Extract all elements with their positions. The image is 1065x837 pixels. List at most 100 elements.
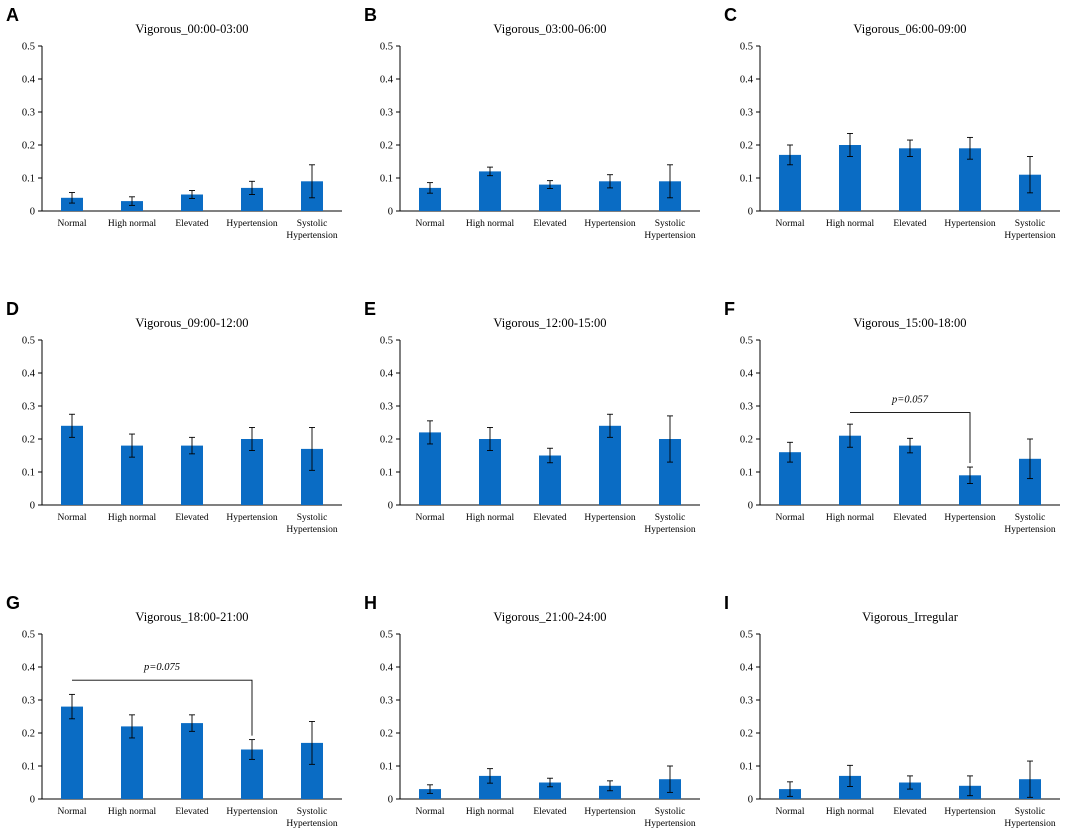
- x-tick-label: Normal: [415, 513, 444, 523]
- bar-2: [899, 445, 921, 505]
- x-tick-label-line: Systolic: [655, 219, 686, 229]
- x-tick-label: Normal: [415, 219, 444, 229]
- bar-0: [419, 432, 441, 505]
- bar-2: [539, 184, 561, 211]
- chart-title: Vigorous_12:00-15:00: [493, 316, 606, 330]
- x-tick-label-line: Hypertension: [286, 525, 337, 535]
- x-tick-label: Elevated: [175, 807, 208, 817]
- y-tick-label: 0: [748, 207, 753, 218]
- x-tick-label: Elevated: [893, 513, 926, 523]
- panel-letter: F: [724, 299, 735, 319]
- x-tick-label: Hypertension: [584, 807, 635, 817]
- bar-0: [61, 706, 83, 799]
- x-tick-label-line: Systolic: [655, 807, 686, 817]
- bar-2: [181, 194, 203, 211]
- x-tick-label: Elevated: [893, 807, 926, 817]
- x-tick-label: Elevated: [533, 513, 566, 523]
- p-value-label: p=0.075: [143, 662, 180, 673]
- bar-3: [959, 475, 981, 505]
- x-tick-label: High normal: [826, 807, 875, 817]
- panel-letter: G: [6, 593, 20, 613]
- x-tick-label: High normal: [826, 513, 875, 523]
- x-tick-label: Normal: [415, 807, 444, 817]
- bar-3: [599, 785, 621, 799]
- chart-panel-d: D Vigorous_09:00-12:00 0 0.1 0.2 0.3 0.4 0.5 Nor…: [6, 299, 342, 535]
- y-tick-label: 0.5: [380, 336, 393, 347]
- x-tick-label: Elevated: [175, 513, 208, 523]
- y-tick-label: 0.3: [22, 108, 35, 119]
- chart-panel-b: B Vigorous_03:00-06:00 0 0.1 0.2 0.3 0.4 0.5 Nor…: [364, 5, 700, 241]
- y-tick-label: 0.2: [740, 435, 753, 446]
- chart-panel-h: H Vigorous_21:00-24:00 0 0.1 0.2 0.3 0.4 0.5 Nor…: [364, 593, 700, 829]
- y-tick-label: 0.3: [380, 108, 393, 119]
- x-tick-label: Systolic Hypertension: [286, 513, 337, 535]
- significance-bracket: [850, 412, 971, 464]
- y-tick-label: 0: [388, 795, 393, 806]
- x-tick-label-line: Systolic: [297, 219, 328, 229]
- y-tick-label: 0.5: [22, 630, 35, 641]
- y-tick-label: 0: [748, 795, 753, 806]
- chart-panel-i: I Vigorous_Irregular 0 0.1 0.2 0.3 0.4 0.5 Norma…: [724, 593, 1060, 829]
- y-tick-label: 0.3: [22, 696, 35, 707]
- bar-2: [539, 455, 561, 505]
- x-tick-label: Hypertension: [944, 807, 995, 817]
- x-tick-label: Elevated: [533, 807, 566, 817]
- bar-2: [899, 782, 921, 799]
- bar-0: [419, 789, 441, 799]
- y-tick-label: 0.5: [380, 42, 393, 53]
- chart-panel-a: A Vigorous_00:00-03:00 0 0.1 0.2 0.3 0.4 0.5 Nor…: [6, 5, 342, 241]
- y-tick-label: 0.5: [380, 630, 393, 641]
- x-tick-label-line: Hypertension: [1004, 231, 1055, 241]
- y-tick-label: 0.3: [740, 696, 753, 707]
- x-tick-label-line: Systolic: [1015, 219, 1046, 229]
- significance-bracket: [72, 679, 253, 736]
- y-tick-label: 0.2: [22, 729, 35, 740]
- y-tick-label: 0.5: [740, 42, 753, 53]
- bar-4: [659, 439, 681, 505]
- panel-letter: E: [364, 299, 376, 319]
- bar-0: [419, 187, 441, 211]
- y-tick-label: 0.1: [380, 174, 393, 185]
- x-tick-label: Systolic Hypertension: [1004, 513, 1055, 535]
- chart-title: Vigorous_Irregular: [862, 610, 959, 624]
- bar-1: [121, 726, 143, 799]
- x-tick-label: High normal: [826, 219, 875, 229]
- bar-3: [241, 187, 263, 211]
- y-tick-label: 0: [388, 207, 393, 218]
- chart-panel-e: E Vigorous_12:00-15:00 0 0.1 0.2 0.3 0.4 0.5 Nor…: [364, 299, 700, 535]
- chart-title: Vigorous_03:00-06:00: [493, 22, 606, 36]
- x-tick-label: Hypertension: [226, 807, 277, 817]
- x-tick-label: Systolic Hypertension: [286, 807, 337, 829]
- y-tick-label: 0.1: [22, 468, 35, 479]
- chart-title: Vigorous_06:00-09:00: [853, 22, 966, 36]
- y-tick-label: 0.5: [740, 336, 753, 347]
- y-tick-label: 0.3: [380, 696, 393, 707]
- x-tick-label-line: Hypertension: [286, 819, 337, 829]
- y-tick-label: 0.1: [380, 468, 393, 479]
- x-tick-label: Systolic Hypertension: [1004, 219, 1055, 241]
- y-tick-label: 0.1: [740, 174, 753, 185]
- x-tick-label: Hypertension: [584, 513, 635, 523]
- chart-title: Vigorous_18:00-21:00: [135, 610, 248, 624]
- y-tick-label: 0.2: [22, 435, 35, 446]
- x-tick-label: High normal: [466, 513, 515, 523]
- bar-0: [61, 197, 83, 211]
- y-tick-label: 0.4: [380, 369, 394, 380]
- y-tick-label: 0.3: [740, 402, 753, 413]
- x-tick-label-line: Systolic: [655, 513, 686, 523]
- bar-2: [181, 723, 203, 799]
- y-tick-label: 0.4: [22, 75, 36, 86]
- bar-1: [839, 435, 861, 505]
- x-tick-label: Hypertension: [584, 219, 635, 229]
- bar-1: [479, 439, 501, 505]
- x-tick-label-line: Systolic: [297, 807, 328, 817]
- panel-letter: H: [364, 593, 377, 613]
- x-tick-label: Elevated: [893, 219, 926, 229]
- x-tick-label: High normal: [466, 807, 515, 817]
- y-tick-label: 0.2: [740, 141, 753, 152]
- chart-title: Vigorous_00:00-03:00: [135, 22, 248, 36]
- bar-3: [241, 749, 263, 799]
- x-tick-label: High normal: [466, 219, 515, 229]
- x-tick-label: Systolic Hypertension: [644, 807, 695, 829]
